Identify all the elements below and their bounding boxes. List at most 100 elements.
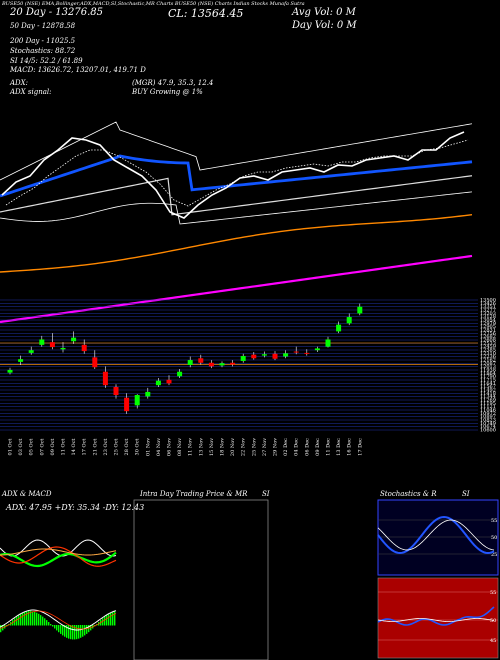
si-avg-line <box>377 618 495 622</box>
adx-macd-title: ADX & MACD <box>2 490 52 498</box>
candle-body <box>49 342 55 348</box>
y-tick-label: 13351 <box>480 304 496 310</box>
ema200-readout: 200 Day - 11025.5 <box>10 37 76 45</box>
macd-histogram-bar <box>110 612 112 626</box>
x-tick-label: 25 Nov <box>251 438 257 456</box>
x-tick-label: 28 Oct <box>124 439 130 456</box>
y-tick-label: 12533 <box>480 341 496 347</box>
stochastics-si-label: SI <box>462 490 470 498</box>
candle-body <box>272 353 278 359</box>
ema20-readout: 20 Day - 13276.85 <box>10 7 103 18</box>
x-tick-label: 06 Dec <box>304 438 310 456</box>
y-tick-label: 10600 <box>480 428 496 434</box>
y-tick-label: 11790 <box>480 374 496 380</box>
macd-histogram-bar <box>114 611 116 626</box>
candle-body <box>230 362 236 365</box>
macd-histogram-bar <box>46 620 48 626</box>
macd-line <box>0 609 117 631</box>
candle-body <box>155 380 161 386</box>
y-tick-label: 11195 <box>480 401 496 407</box>
macd-histogram-bar <box>32 611 34 626</box>
y-tick-label: 11492 <box>480 388 496 394</box>
candle-body <box>92 357 98 368</box>
y-tick-label: 11641 <box>480 381 496 387</box>
macd-histogram-bar <box>20 613 22 626</box>
x-tick-label: 18 Nov <box>220 438 226 456</box>
candle-body <box>251 354 257 359</box>
x-tick-label: 17 Dec <box>357 438 363 456</box>
x-tick-label: 20 Nov <box>230 438 236 456</box>
si-tick: 55 <box>490 590 496 596</box>
stochastic-k-line <box>377 515 495 555</box>
y-tick-label: 12756 <box>480 331 496 337</box>
y-tick-label: 12385 <box>480 348 496 354</box>
x-tick-label: 14 Oct <box>71 439 77 456</box>
macd-signal-line <box>0 610 117 630</box>
x-tick-label: 01 Nov <box>145 438 151 456</box>
x-tick-label: 29 Nov <box>273 438 279 456</box>
macd-histogram-bar <box>72 625 74 640</box>
y-tick-label: 10972 <box>480 411 496 417</box>
y-tick-label: 11269 <box>480 398 496 404</box>
y-tick-label: 12459 <box>480 344 496 350</box>
y-tick-label: 13500 <box>480 298 496 304</box>
day-volume: Day Vol: 0 M <box>292 20 357 31</box>
macd-histogram-bar <box>62 625 64 636</box>
y-tick-label: 13203 <box>480 311 496 317</box>
stochastics-title: Stochastics & R <box>380 490 437 498</box>
macd-histogram-bar <box>30 611 32 626</box>
y-tick-label: 12162 <box>480 358 496 364</box>
candle-body <box>177 371 183 377</box>
stochastics-panel <box>377 499 499 576</box>
intraday-panel <box>133 499 269 660</box>
adx-avg-line <box>0 548 117 556</box>
y-tick-label: 10674 <box>480 424 496 430</box>
macd-histogram-bar <box>80 625 82 638</box>
avg-volume: Avg Vol: 0 M <box>292 7 356 18</box>
stochastics-readout: Stochastics: 88.72 <box>10 47 76 55</box>
macd-histogram-bar <box>70 625 72 640</box>
macd-histogram-bar <box>38 613 40 626</box>
x-tick-label: 13 Nov <box>198 438 204 456</box>
y-tick-label: 12310 <box>480 351 496 357</box>
candle-body <box>166 379 172 384</box>
x-tick-label: 11 Dec <box>326 438 332 456</box>
si-readout: SI 14/5: 52.2 / 61.89 <box>10 57 83 65</box>
ema100-line <box>0 213 473 273</box>
dotted-average-line <box>5 139 469 207</box>
x-tick-label: 08 Nov <box>177 438 183 456</box>
x-tick-label: 30 Oct <box>135 439 141 456</box>
y-tick-label: 12236 <box>480 354 496 360</box>
x-tick-label: 11 Nov <box>188 438 194 456</box>
macd-histogram-bar <box>68 625 70 639</box>
y-tick-label: 11121 <box>480 404 496 410</box>
minus-di-line <box>0 546 117 567</box>
candle-body <box>39 339 45 345</box>
y-tick-label: 13128 <box>480 314 496 320</box>
adx-signal-value: BUY Growing @ 1% <box>132 88 203 96</box>
macd-histogram-bar <box>106 615 108 626</box>
adx-readout-panel: ADX: 47.95 +DY: 35.34 -DY: 12.43 <box>6 503 145 512</box>
candle-body <box>28 350 34 353</box>
macd-histogram-bar <box>54 625 56 629</box>
adx-line <box>0 539 117 557</box>
macd-histogram-bar <box>14 618 16 626</box>
ema20-line <box>0 154 473 198</box>
adx-values: (MGR) 47.9, 35.3, 12.4 <box>132 79 214 87</box>
macd-histogram-bar <box>24 611 26 626</box>
stoch-tick: 55 <box>491 518 497 524</box>
y-tick-label: 10749 <box>480 421 496 427</box>
stochastic-d-line <box>377 519 495 551</box>
macd-histogram-bar <box>52 625 54 627</box>
si-panel <box>377 577 499 659</box>
stoch-tick: 50 <box>491 535 497 541</box>
y-tick-label: 11046 <box>480 408 496 414</box>
macd-histogram-bar <box>56 625 58 631</box>
macd-histogram-bar <box>50 624 52 626</box>
y-tick-label: 11715 <box>480 378 496 384</box>
si-line <box>377 606 495 626</box>
macd-histogram-bar <box>48 622 50 626</box>
candle-body <box>134 395 140 406</box>
intraday-title: Intra Day Trading Price & MR <box>140 490 248 498</box>
